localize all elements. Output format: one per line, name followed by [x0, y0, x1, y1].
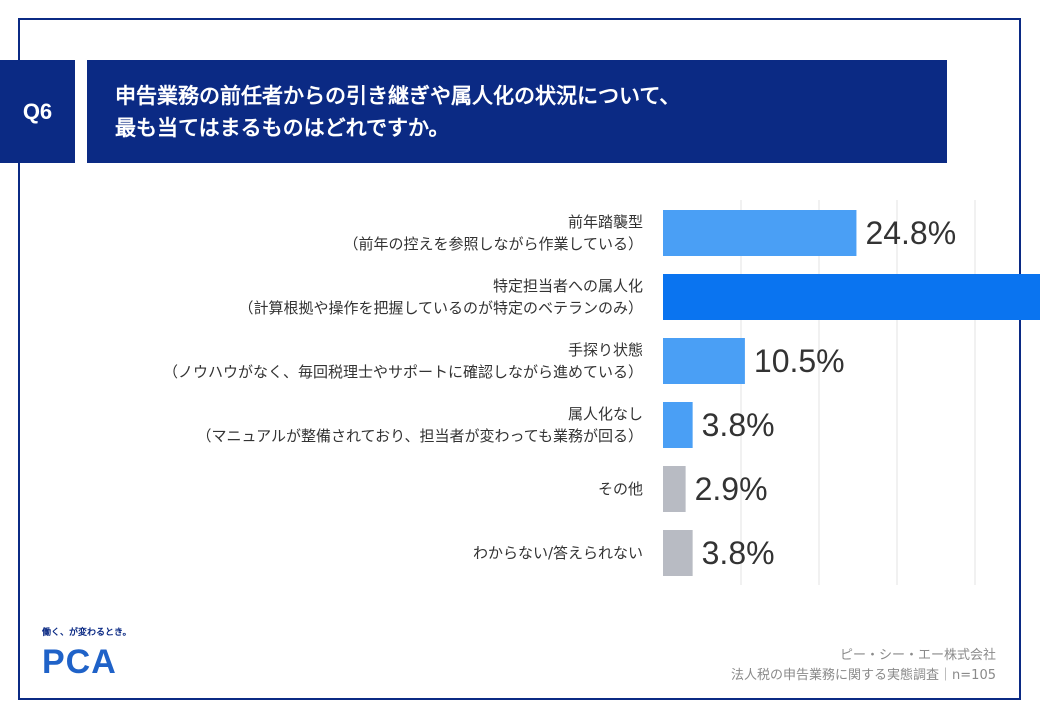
category-sublabel-2: （計算根拠や操作を把握しているのが特定のベテランのみ） [238, 299, 643, 317]
category-sublabel-1: （前年の控えを参照しながら作業している） [343, 235, 643, 253]
category-label-6: わからない/答えられない [473, 544, 643, 562]
question-title: 申告業務の前任者からの引き継ぎや属人化の状況について、 最も当てはまるものはどれ… [87, 60, 947, 163]
value-label-3: 10.5% [754, 343, 845, 379]
value-label-4: 3.8% [702, 407, 775, 443]
company-name: ピー・シー・エー株式会社 [839, 648, 996, 663]
logo-tagline: 働く、が変わるとき。 [42, 628, 132, 638]
question-number: Q6 [22, 98, 53, 124]
value-label-5: 2.9% [695, 471, 768, 507]
category-sublabel-3: （ノウハウがなく、毎回税理士やサポートに確認しながら進めている） [163, 363, 643, 381]
value-label-6: 3.8% [702, 535, 775, 571]
question-title-line1: 申告業務の前任者からの引き継ぎや属人化の状況について、 [115, 84, 681, 108]
category-label-4: 属人化なし [568, 405, 643, 423]
pca-logo: 働く、が変わるとき。 PCA [42, 625, 152, 685]
category-label-1: 前年踏襲型 [568, 213, 643, 231]
bar-2 [663, 274, 1040, 320]
question-title-line2: 最も当てはまるものはどれですか。 [115, 116, 450, 140]
bar-3 [663, 338, 745, 384]
card-frame [18, 18, 1021, 700]
value-label-1: 24.8% [865, 215, 956, 251]
bar-1 [663, 210, 857, 256]
category-label-2: 特定担当者への属人化 [493, 277, 643, 295]
category-label-5: その他 [598, 480, 643, 498]
logo-mark: PCA [42, 643, 152, 681]
question-number-badge: Q6 [0, 60, 75, 163]
logo-text: PCA [42, 646, 117, 676]
category-sublabel-4: （マニュアルが整備されており、担当者が変わっても業務が回る） [196, 427, 643, 445]
category-label-3: 手探り状態 [568, 341, 643, 359]
bar-6 [663, 530, 693, 576]
bar-4 [663, 402, 693, 448]
survey-name: 法人税の申告業務に関する実態調査｜n=105 [731, 668, 996, 683]
bar-5 [663, 466, 686, 512]
source-credit: ピー・シー・エー株式会社 法人税の申告業務に関する実態調査｜n=105 [731, 646, 996, 686]
